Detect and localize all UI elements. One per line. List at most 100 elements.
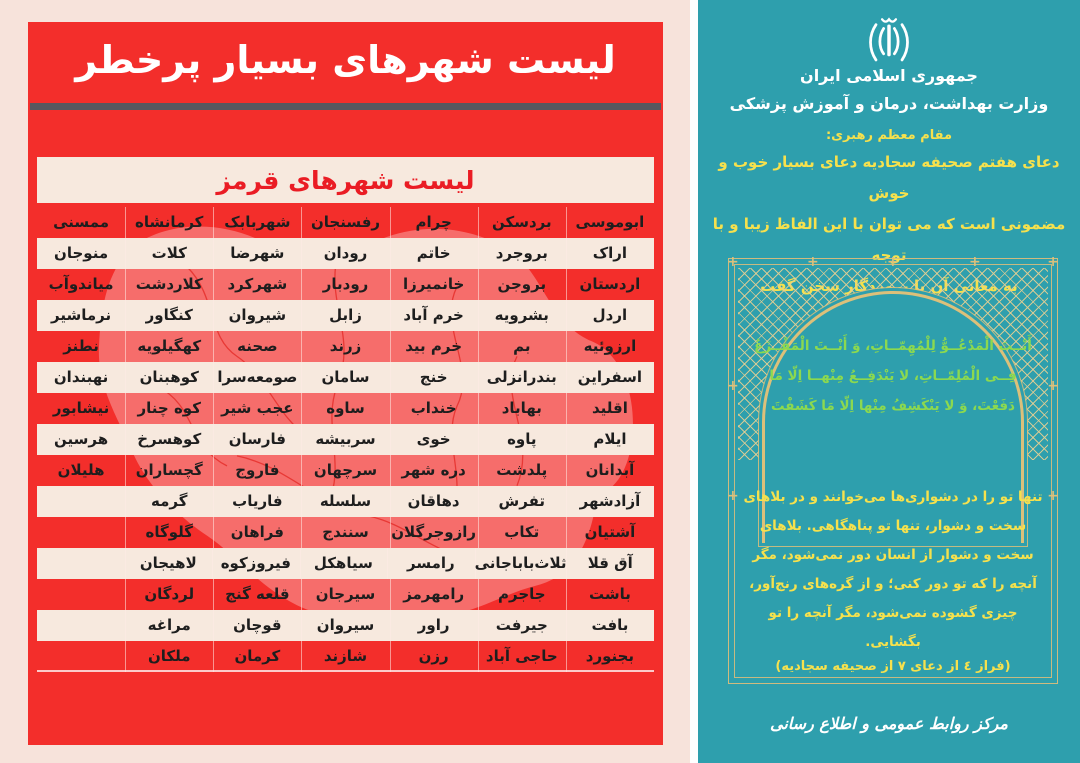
city-cell: خرم بید bbox=[390, 331, 478, 362]
plus-ornament-icon bbox=[727, 255, 739, 269]
table-row: اردل بشرویه خرم آباد زابل شیروان کنگاور نرماشی… bbox=[37, 300, 654, 331]
city-cell: نیشابور bbox=[52, 399, 110, 417]
city-cell: هرسین bbox=[37, 424, 126, 455]
plus-ornament-icon bbox=[727, 489, 739, 503]
city-cell: شهرکرد bbox=[213, 269, 301, 300]
city-cell: میاندوآب bbox=[48, 275, 114, 293]
city-cell: نهبندان bbox=[37, 362, 126, 393]
city-cell: ایلام bbox=[565, 424, 654, 455]
city-cell: سیروان bbox=[301, 610, 390, 641]
city-cell: نطنز bbox=[63, 337, 99, 355]
government-name: جمهوری اسلامی ایران bbox=[800, 66, 978, 85]
city-cell: فیروزکوه bbox=[212, 548, 300, 579]
city-cell: شیروان bbox=[213, 300, 302, 331]
city-cell: رودبار bbox=[301, 269, 389, 300]
city-cell: بافت bbox=[565, 610, 654, 641]
city-cell bbox=[37, 641, 125, 672]
table-row: آزادشهر تفرش دهاقان سلسله فاریاب گرمه bbox=[37, 486, 654, 517]
city-cell: چرام bbox=[390, 207, 478, 238]
city-grid: ابوموسی بردسکن چرام رفسنجان شهربابک کرمانشاه م… bbox=[37, 207, 654, 670]
city-cell: پاوه bbox=[477, 424, 566, 455]
city-cell: حاجی آباد bbox=[478, 641, 566, 672]
city-cell: رودان bbox=[301, 238, 390, 269]
city-cell: دهاقان bbox=[389, 486, 478, 517]
city-cell: رامسر bbox=[387, 548, 475, 579]
city-cell: خانمیرزا bbox=[390, 269, 478, 300]
city-cell: گچساران bbox=[125, 455, 213, 486]
city-cell: لاهیجان bbox=[124, 548, 213, 579]
city-cell: سامان bbox=[301, 362, 390, 393]
table-row: آق قلا ثلاث‌باباجانی رامسر سیاهکل فیروزکوه لا… bbox=[37, 548, 654, 579]
city-cell: شازند bbox=[301, 641, 389, 672]
title-divider bbox=[30, 103, 661, 110]
city-cell: عجب شیر bbox=[213, 393, 301, 424]
city-cell bbox=[37, 486, 126, 517]
city-cell: اردستان bbox=[566, 269, 654, 300]
footer-credit: مرکز روابط عمومی و اطلاع رسانی bbox=[770, 714, 1008, 733]
city-cell: فاریاب bbox=[213, 486, 302, 517]
city-cell: لردگان bbox=[125, 579, 213, 610]
city-cell: آزادشهر bbox=[565, 486, 654, 517]
city-cell: بندرانزلی bbox=[477, 362, 566, 393]
prayer-citation: (فراز ٤ از دعای ۷ از صحیفه سجادیه) bbox=[775, 659, 1011, 674]
city-cell: بشرویه bbox=[477, 300, 566, 331]
table-row: اراک بروجرد خاتم رودان شهرضا کلات منوجان bbox=[37, 238, 654, 269]
city-cell: کرمان bbox=[213, 641, 301, 672]
red-cities-table: ابوموسی بردسکن چرام رفسنجان شهربابک کرمانشاه م… bbox=[37, 207, 654, 672]
city-cell: باشت bbox=[566, 579, 654, 610]
page-title: لیست شهرهای بسیار پرخطر bbox=[75, 38, 616, 82]
city-cell: خوی bbox=[389, 424, 478, 455]
city-cell: اقلید bbox=[566, 393, 654, 424]
leader-label: مقام معظم رهبری: bbox=[825, 128, 953, 143]
city-cell: پلدشت bbox=[478, 455, 566, 486]
table-row: اسفراین بندرانزلی خنج سامان صومعه‌سرا کوهبنان… bbox=[37, 362, 654, 393]
city-cell: سلسله bbox=[301, 486, 390, 517]
table-row: اردستان بروجن خانمیرزا رودبار شهرکرد کلاردشت م… bbox=[37, 269, 654, 300]
city-cell: کهگیلویه bbox=[125, 331, 213, 362]
city-cell: فاروج bbox=[213, 455, 301, 486]
city-cell: زرند bbox=[301, 331, 389, 362]
city-cell: ارزوئیه bbox=[566, 331, 654, 362]
table-row: ایلام پاوه خوی سربیشه فارسان کوهسرخ هرسین bbox=[37, 424, 654, 455]
table-row: ارزوئیه بم خرم بید زرند صحنه کهگیلویه نطنز bbox=[37, 331, 654, 362]
city-cell: جیرفت bbox=[477, 610, 566, 641]
city-cell: آشتیان bbox=[566, 517, 654, 548]
city-cell: خاتم bbox=[389, 238, 478, 269]
plus-ornament-icon bbox=[1047, 489, 1059, 503]
city-cell: شهرضا bbox=[213, 238, 302, 269]
city-cell: ابوموسی bbox=[566, 207, 654, 238]
city-cell: سربیشه bbox=[301, 424, 390, 455]
city-cell: بروجرد bbox=[477, 238, 566, 269]
city-cell: بردسکن bbox=[478, 207, 566, 238]
city-cell: کرمانشاه bbox=[125, 207, 213, 238]
city-cell: خرم آباد bbox=[389, 300, 478, 331]
table-row: باشت جاجرم رامهرمز سیرجان قلعه گنج لردگان bbox=[37, 579, 654, 610]
red-cities-panel: لیست شهرهای بسیار پرخطر لیست شهرهای قرمز… bbox=[28, 22, 663, 745]
prayer-translation: تنها تو را در دشواری‌ها می‌خوانند و در ب… bbox=[743, 489, 1043, 650]
city-cell: آق قلا bbox=[566, 548, 654, 579]
city-cell: زابل bbox=[301, 300, 390, 331]
city-cell: کوهسرخ bbox=[125, 424, 214, 455]
panel-divider bbox=[690, 0, 698, 763]
city-cell: نرماشیر bbox=[37, 300, 126, 331]
city-cell: قوچان bbox=[213, 610, 302, 641]
city-cell bbox=[37, 517, 125, 548]
city-cell: رفسنجان bbox=[301, 207, 389, 238]
city-cell: فارسان bbox=[213, 424, 302, 455]
city-cell: صحنه bbox=[213, 331, 301, 362]
table-row: بافت جیرفت راور سیروان قوچان مراغه bbox=[37, 610, 654, 641]
city-cell: گلوگاه bbox=[125, 517, 213, 548]
ministry-panel: جمهوری اسلامی ایران وزارت بهداشت، درمان … bbox=[698, 0, 1080, 763]
city-cell: رازوجرگلان bbox=[390, 517, 478, 548]
city-cell: بم bbox=[478, 331, 566, 362]
city-cell: تفرش bbox=[477, 486, 566, 517]
city-cell: منوجان bbox=[37, 238, 126, 269]
iran-emblem-icon bbox=[869, 17, 909, 62]
plus-ornament-icon bbox=[1047, 255, 1059, 269]
city-cell: رزن bbox=[390, 641, 478, 672]
city-cell: مراغه bbox=[125, 610, 214, 641]
city-cell: تکاب bbox=[478, 517, 566, 548]
red-cities-subtitle: لیست شهرهای قرمز bbox=[37, 157, 654, 203]
city-cell: دره شهر bbox=[390, 455, 478, 486]
